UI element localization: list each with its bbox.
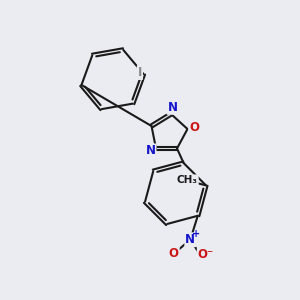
- Text: O: O: [189, 121, 199, 134]
- Text: O: O: [169, 248, 179, 260]
- Text: N: N: [185, 233, 195, 246]
- Text: I: I: [138, 66, 142, 79]
- Text: N: N: [146, 144, 156, 158]
- Text: +: +: [192, 230, 200, 239]
- Text: CH₃: CH₃: [177, 175, 198, 185]
- Text: N: N: [167, 101, 178, 114]
- Text: O⁻: O⁻: [198, 248, 214, 261]
